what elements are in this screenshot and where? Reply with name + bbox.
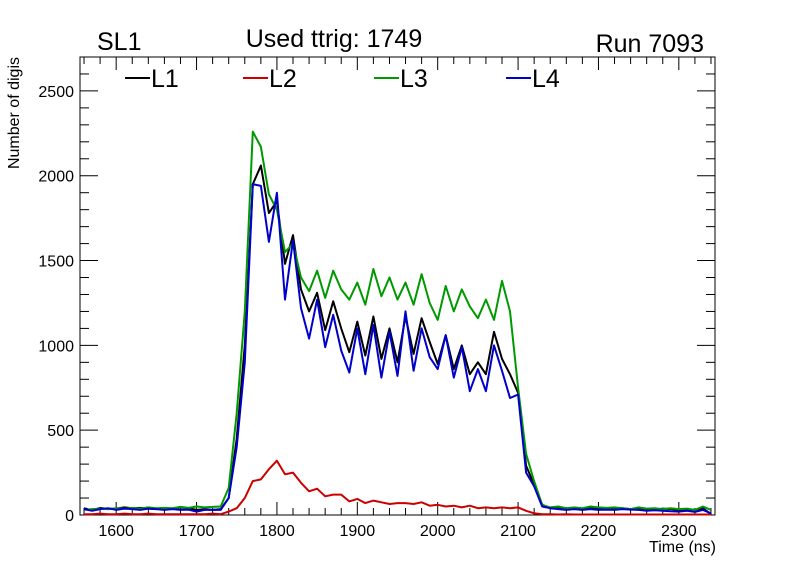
y-tick-label: 1500 xyxy=(38,254,74,271)
series-line-l1 xyxy=(83,164,712,516)
x-tick-label: 2300 xyxy=(661,523,697,540)
plot-frame xyxy=(79,56,716,516)
left-label: SL1 xyxy=(97,28,141,56)
x-tick-label: 1800 xyxy=(259,523,295,540)
y-axis-label: Number of digis xyxy=(6,57,23,169)
x-tick-label: 2000 xyxy=(420,523,456,540)
legend: L1 L2 L3 L4 xyxy=(125,65,560,93)
legend-label-l1: L1 xyxy=(151,65,179,93)
series-layer xyxy=(83,130,712,516)
y-tick-label: 2500 xyxy=(38,84,74,101)
legend-label-l2: L2 xyxy=(269,65,297,93)
series-line-l4 xyxy=(83,183,712,515)
legend-label-l4: L4 xyxy=(532,65,560,93)
x-tick-label: 1600 xyxy=(98,523,134,540)
y-tick-label: 0 xyxy=(65,508,74,525)
y-tick-label: 1000 xyxy=(38,338,74,355)
x-axis-ticks: 1600 1700 1800 1900 2000 2100 2200 2300 xyxy=(83,57,712,540)
y-axis-ticks: 0 500 1000 1500 2000 2500 xyxy=(38,56,715,525)
x-tick-label: 1900 xyxy=(340,523,376,540)
chart-title: Used ttrig: 1749 xyxy=(246,25,423,53)
series-line-l2 xyxy=(84,459,711,516)
y-tick-label: 2000 xyxy=(38,169,74,186)
series-line-l3 xyxy=(83,130,712,511)
y-tick-label: 500 xyxy=(47,423,74,440)
x-tick-label: 2200 xyxy=(581,523,617,540)
x-tick-label: 2100 xyxy=(500,523,536,540)
x-axis-label: Time (ns) xyxy=(649,539,716,556)
right-label: Run 7093 xyxy=(596,30,704,58)
legend-label-l3: L3 xyxy=(400,65,428,93)
x-tick-label: 1700 xyxy=(179,523,215,540)
